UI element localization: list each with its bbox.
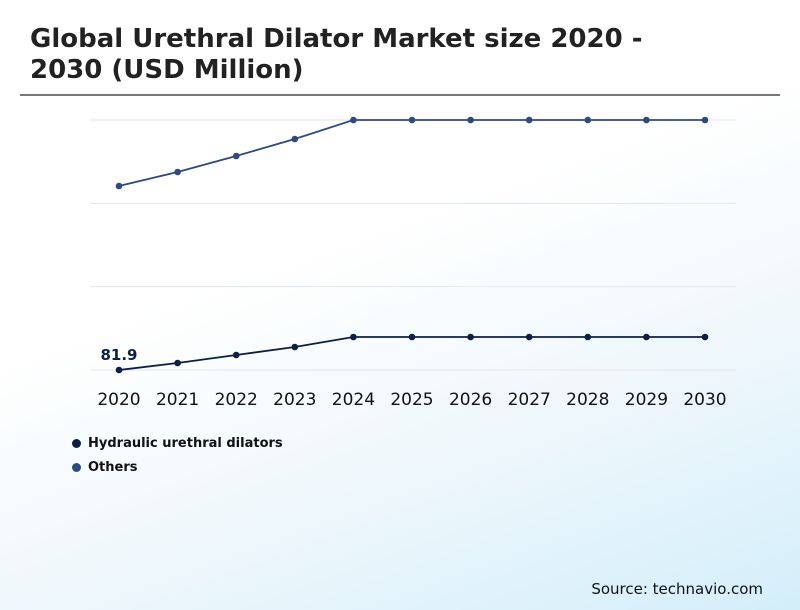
data-point	[701, 333, 709, 341]
data-point	[525, 116, 533, 124]
data-point	[115, 182, 123, 190]
x-tick-label: 2025	[390, 390, 433, 410]
legend-marker-hydraulic	[72, 439, 81, 448]
x-tick-label: 2027	[508, 390, 551, 410]
data-point	[467, 116, 474, 124]
data-point	[291, 343, 299, 351]
data-point	[350, 116, 357, 124]
data-point	[643, 116, 650, 124]
title-divider	[20, 94, 780, 96]
x-tick-label: 2020	[97, 390, 140, 410]
data-point	[174, 359, 181, 367]
legend-marker-others	[72, 463, 81, 472]
data-label: 81.9	[100, 346, 137, 364]
data-point	[232, 152, 240, 160]
data-point	[232, 351, 240, 359]
data-point	[584, 333, 592, 341]
legend-label-hydraulic: Hydraulic urethral dilators	[88, 436, 283, 451]
chart-title: Global Urethral Dilator Market size 2020…	[30, 24, 643, 85]
x-tick-label: 2028	[566, 390, 609, 410]
legend-item-others: Others	[72, 460, 138, 475]
data-point	[584, 116, 592, 124]
x-tick-label: 2022	[215, 390, 258, 410]
data-point	[467, 333, 474, 341]
legend-item-hydraulic: Hydraulic urethral dilators	[72, 436, 283, 451]
data-point	[115, 366, 123, 374]
series-line-0	[118, 336, 705, 371]
data-point	[701, 116, 709, 124]
data-point	[408, 333, 416, 341]
data-point	[643, 333, 650, 341]
legend-label-others: Others	[88, 460, 138, 475]
x-tick-label: 2029	[625, 390, 668, 410]
data-point	[291, 135, 299, 143]
x-tick-label: 2024	[332, 390, 375, 410]
series-line-1	[118, 119, 705, 187]
line-chart: 2020 2021 2022 2023 2024 2025 2026 2027 2028 2029…	[90, 116, 736, 410]
data-point	[408, 116, 416, 124]
data-point	[174, 168, 181, 176]
x-tick-label: 2021	[156, 390, 199, 410]
x-tick-label: 2030	[683, 390, 726, 410]
source-note: Source: technavio.com	[591, 580, 763, 598]
data-point	[525, 333, 533, 341]
data-point	[350, 333, 357, 341]
x-tick-label: 2026	[449, 390, 492, 410]
x-tick-label: 2023	[273, 390, 316, 410]
